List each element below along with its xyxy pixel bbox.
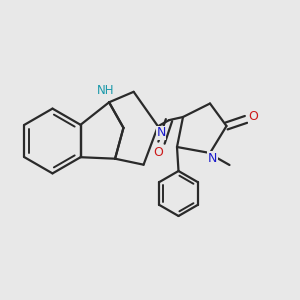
Text: N: N <box>156 126 166 140</box>
Text: NH: NH <box>97 84 115 97</box>
Text: N: N <box>208 152 217 165</box>
Text: O: O <box>249 110 258 123</box>
Text: O: O <box>153 146 163 159</box>
